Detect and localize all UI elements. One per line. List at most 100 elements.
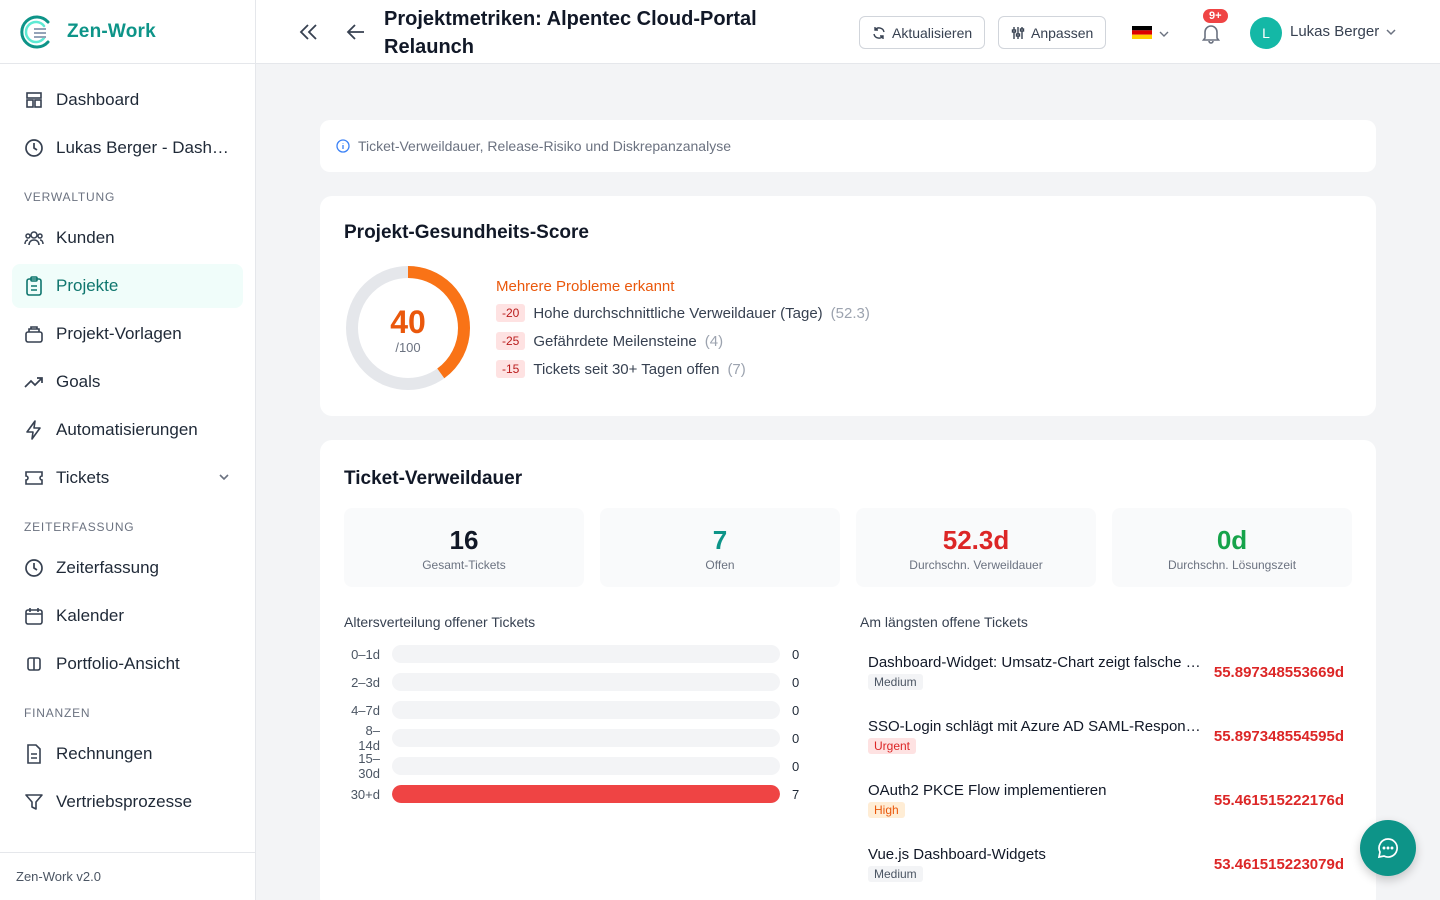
age-bar-label: 30+d <box>350 786 380 802</box>
refresh-icon <box>873 26 885 39</box>
bell-icon[interactable] <box>1200 22 1222 44</box>
priority-badge: Urgent <box>868 738 917 754</box>
stat-value: 16 <box>449 525 479 555</box>
chat-button[interactable] <box>1360 820 1416 876</box>
health-status: Mehrere Probleme erkannt <box>496 278 675 295</box>
customize-button[interactable]: Anpassen <box>998 16 1107 49</box>
age-bar-count: 0 <box>792 674 800 690</box>
stat-value: 7 <box>712 525 728 555</box>
age-bar-row: 30+d 7 <box>344 784 824 804</box>
sidebar-item-projekte[interactable]: Projekte <box>12 264 243 308</box>
age-bar-label: 2–3d <box>351 674 380 690</box>
health-score-gauge <box>346 266 470 390</box>
sidebar-item-vertriebsprozesse[interactable]: Vertriebsprozesse <box>12 780 243 824</box>
sidebar-item-automatisierungen[interactable]: Automatisierungen <box>12 408 243 452</box>
age-bar-label: 0–1d <box>351 646 380 662</box>
stat-card-avg-dwell: 52.3d Durchschn. Verweildauer <box>856 508 1096 587</box>
sidebar-item-portfolio[interactable]: Portfolio-Ansicht <box>12 642 243 686</box>
trending-up-icon <box>24 372 44 392</box>
sidebar-item-projekt-vorlagen[interactable]: Projekt-Vorlagen <box>12 312 243 356</box>
ticket-age: 55.461515222176d <box>1213 792 1344 809</box>
sidebar-item-label: Projekt-Vorlagen <box>56 324 182 343</box>
longest-open-title: Am längsten offene Tickets <box>860 614 1028 630</box>
priority-badge: Medium <box>868 674 923 690</box>
info-icon <box>336 139 350 153</box>
sidebar-item-dashboard[interactable]: Dashboard <box>12 78 243 122</box>
stat-label: Offen <box>705 558 735 572</box>
longest-ticket-item[interactable]: OAuth2 PKCE Flow implementieren High 55.… <box>868 782 1344 830</box>
sidebar-item-rechnungen[interactable]: Rechnungen <box>12 732 243 776</box>
ticket-dwell-title: Ticket-Verweildauer <box>344 468 523 489</box>
sidebar-nav: Dashboard Lukas Berger - Dashboard VERWA… <box>0 64 255 824</box>
age-bar-track <box>392 785 780 803</box>
ticket-icon <box>24 468 44 488</box>
longest-ticket-item[interactable]: Vue.js Dashboard-Widgets Medium 53.46151… <box>868 846 1344 894</box>
health-issue: -15 Tickets seit 30+ Tagen offen (7) <box>496 360 746 378</box>
sidebar-item-kalender[interactable]: Kalender <box>12 594 243 638</box>
sidebar-item-user-dashboard[interactable]: Lukas Berger - Dashboard <box>12 126 243 170</box>
age-distribution-title: Altersverteilung offener Tickets <box>344 614 536 630</box>
ticket-title[interactable]: Dashboard-Widget: Umsatz-Chart zeigt fal… <box>868 654 1206 671</box>
template-icon <box>24 324 44 344</box>
issue-label: Hohe durchschnittliche Verweildauer (Tag… <box>533 304 823 322</box>
info-text: Ticket-Verweildauer, Release-Risiko und … <box>358 138 731 154</box>
sidebar-item-zeiterfassung[interactable]: Zeiterfassung <box>12 546 243 590</box>
health-issue: -20 Hohe durchschnittliche Verweildauer … <box>496 304 870 322</box>
health-score-max: /100 <box>395 340 421 355</box>
age-bar-count: 0 <box>792 646 800 662</box>
notification-badge: 9+ <box>1203 9 1228 23</box>
age-bar-label: 15–30d <box>358 751 380 781</box>
sidebar-item-kunden[interactable]: Kunden <box>12 216 243 260</box>
back-arrow-icon[interactable] <box>344 20 368 44</box>
brand[interactable]: Zen-Work <box>0 0 255 64</box>
sidebar-item-label: Portfolio-Ansicht <box>56 654 180 673</box>
clipboard-icon <box>24 276 44 296</box>
columns-icon <box>24 654 44 674</box>
age-bar-row: 8–14d 0 <box>344 723 824 753</box>
age-bar-track <box>392 673 780 691</box>
user-menu-chevron-down-icon[interactable] <box>1384 25 1398 44</box>
longest-ticket-item[interactable]: SSO-Login schlägt mit Azure AD SAML-Resp… <box>868 718 1344 766</box>
penalty-badge: -25 <box>496 332 526 350</box>
chevron-down-icon[interactable] <box>217 469 231 489</box>
age-bar-label: 8–14d <box>358 723 380 753</box>
ticket-title[interactable]: OAuth2 PKCE Flow implementieren <box>868 782 1107 799</box>
age-bar-track <box>392 701 780 719</box>
sidebar-item-label: Vertriebsprozesse <box>56 792 193 811</box>
ticket-title[interactable]: SSO-Login schlägt mit Azure AD SAML-Resp… <box>868 718 1206 735</box>
age-bar-count: 0 <box>792 730 800 746</box>
age-bar-track <box>392 757 780 775</box>
issue-label: Gefährdete Meilensteine <box>533 332 697 350</box>
sidebar-item-label: Dashboard <box>56 90 140 109</box>
info-banner: Ticket-Verweildauer, Release-Risiko und … <box>320 120 1376 172</box>
section-title-verwaltung: VERWALTUNG <box>24 190 116 204</box>
age-bar-label: 4–7d <box>351 702 380 718</box>
sidebar-item-label: Goals <box>56 372 101 391</box>
issue-label: Tickets seit 30+ Tagen offen <box>533 360 720 378</box>
avatar[interactable]: L <box>1250 17 1282 49</box>
age-bar-count: 7 <box>792 786 800 802</box>
stat-value: 0d <box>1216 525 1248 555</box>
customize-label: Anpassen <box>1031 24 1094 41</box>
stat-label: Durchschn. Lösungszeit <box>1167 558 1297 572</box>
sidebar-item-tickets[interactable]: Tickets <box>12 456 243 500</box>
issue-count: (4) <box>704 332 724 350</box>
stat-value: 52.3d <box>942 525 1010 555</box>
ticket-title[interactable]: Vue.js Dashboard-Widgets <box>868 846 1046 863</box>
sidebar-item-label: Zeiterfassung <box>56 558 159 577</box>
sidebar: Zen-Work Dashboard Lukas Berger - Dashbo… <box>0 0 256 900</box>
sidebar-item-label: Projekte <box>56 276 119 295</box>
longest-ticket-item[interactable]: Dashboard-Widget: Umsatz-Chart zeigt fal… <box>868 654 1344 702</box>
german-flag-icon[interactable] <box>1132 26 1152 39</box>
refresh-label: Aktualisieren <box>892 24 973 41</box>
collapse-sidebar-icon[interactable] <box>296 20 320 44</box>
language-chevron-down-icon[interactable] <box>1158 27 1170 45</box>
user-name[interactable]: Lukas Berger <box>1290 23 1380 40</box>
top-header: Projektmetriken: Alpentec Cloud-Portal R… <box>256 0 1440 64</box>
lightning-icon <box>24 420 44 440</box>
sidebar-item-label: Tickets <box>56 468 110 487</box>
health-score-value: 40 <box>390 304 426 340</box>
age-bar-track <box>392 729 780 747</box>
refresh-button[interactable]: Aktualisieren <box>859 16 986 49</box>
sidebar-item-goals[interactable]: Goals <box>12 360 243 404</box>
